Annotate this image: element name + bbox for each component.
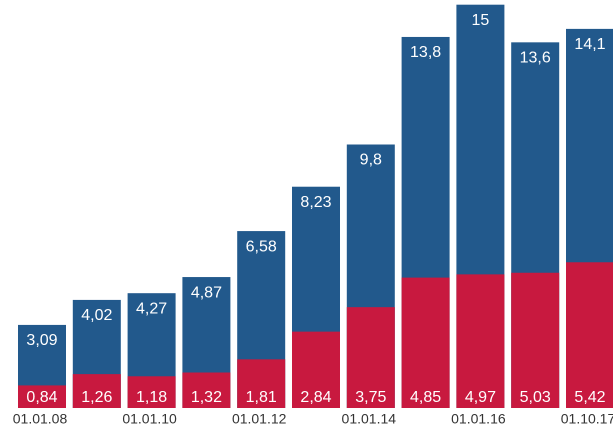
x-tick-label: 01.01.08 (13, 411, 68, 427)
value-label: 13,6 (520, 50, 551, 67)
bar (346, 307, 395, 408)
value-label: 4,02 (81, 307, 112, 324)
value-label: 1,26 (81, 389, 112, 406)
bar (182, 372, 231, 408)
value-label: 4,85 (410, 389, 441, 406)
value-label: 3,75 (355, 389, 386, 406)
value-label: 5,03 (520, 389, 551, 406)
value-label: 9,8 (360, 152, 382, 169)
x-tick-label: 01.01.16 (451, 411, 506, 427)
value-label: 1,81 (246, 389, 277, 406)
bar (511, 272, 560, 408)
value-label: 15 (472, 12, 490, 29)
x-tick-label: 01.01.12 (232, 411, 287, 427)
x-tick-label: 01.01.14 (342, 411, 397, 427)
value-label: 4,87 (191, 284, 222, 301)
value-label: 3,09 (26, 332, 57, 349)
value-label: 6,58 (246, 238, 277, 255)
bar (237, 359, 286, 408)
bar (566, 262, 613, 408)
bar (456, 274, 505, 408)
x-tick-label: 01.10.17 (561, 411, 613, 427)
value-label: 13,8 (410, 44, 441, 61)
bar (292, 331, 340, 408)
value-label: 14,1 (574, 36, 605, 53)
value-label: 4,27 (136, 300, 167, 317)
value-label: 2,84 (300, 389, 331, 406)
value-label: 4,97 (465, 389, 496, 406)
bar (72, 374, 121, 408)
value-label: 8,23 (300, 194, 331, 211)
bar (18, 385, 66, 408)
value-label: 5,42 (574, 389, 605, 406)
value-label: 1,18 (136, 389, 167, 406)
value-label: 1,32 (191, 389, 222, 406)
bar (401, 277, 450, 408)
value-label: 0,84 (26, 389, 57, 406)
x-tick-label: 01.01.10 (122, 411, 177, 427)
bar (127, 376, 176, 408)
